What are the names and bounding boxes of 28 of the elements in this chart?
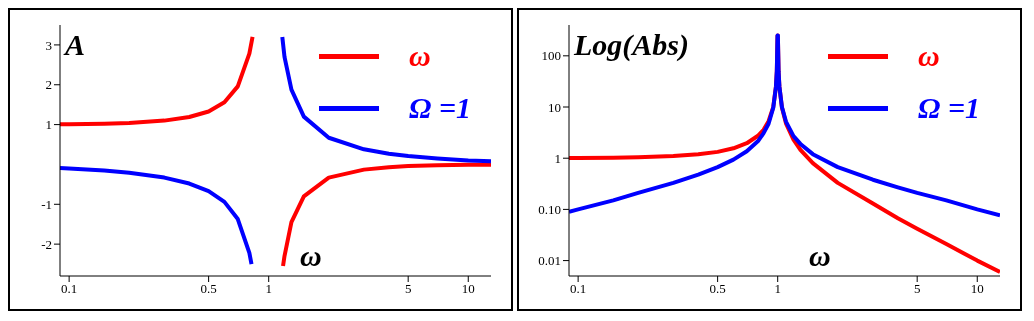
legend-label: Ω =1	[409, 91, 471, 125]
x-tick-label: 0.1	[570, 281, 587, 297]
x-tick-label: 0.1	[61, 281, 78, 297]
legend-label: Ω =1	[918, 91, 980, 125]
x-axis-title: ω	[809, 239, 831, 273]
x-tick-label: 5	[404, 281, 412, 297]
y-tick-label: 0.01	[538, 253, 561, 269]
y-axis-title: A	[65, 28, 86, 62]
x-tick-label: 1	[774, 281, 781, 297]
x-tick-label: 0.5	[709, 281, 726, 297]
y-tick-label: 1	[554, 150, 561, 166]
x-tick-label: 0.5	[200, 281, 217, 297]
y-tick-label: -1	[41, 196, 52, 212]
x-axis-title: ω	[300, 239, 322, 273]
x-tick-label: 10	[461, 281, 475, 297]
y-axis-title: Log(Abs)	[574, 28, 689, 62]
y-tick-label: 100	[541, 48, 561, 64]
x-tick-label: 1	[265, 281, 272, 297]
legend-label: ω	[409, 39, 431, 73]
y-tick-label: 2	[45, 77, 52, 93]
y-tick-label: -2	[41, 236, 52, 252]
y-tick-label: 10	[548, 99, 561, 115]
legend-label: ω	[918, 39, 940, 73]
x-tick-label: 5	[913, 281, 921, 297]
y-tick-label: 3	[45, 37, 52, 53]
y-tick-label: 1	[45, 117, 52, 133]
y-tick-label: 0.10	[538, 202, 561, 218]
x-tick-label: 10	[970, 281, 984, 297]
